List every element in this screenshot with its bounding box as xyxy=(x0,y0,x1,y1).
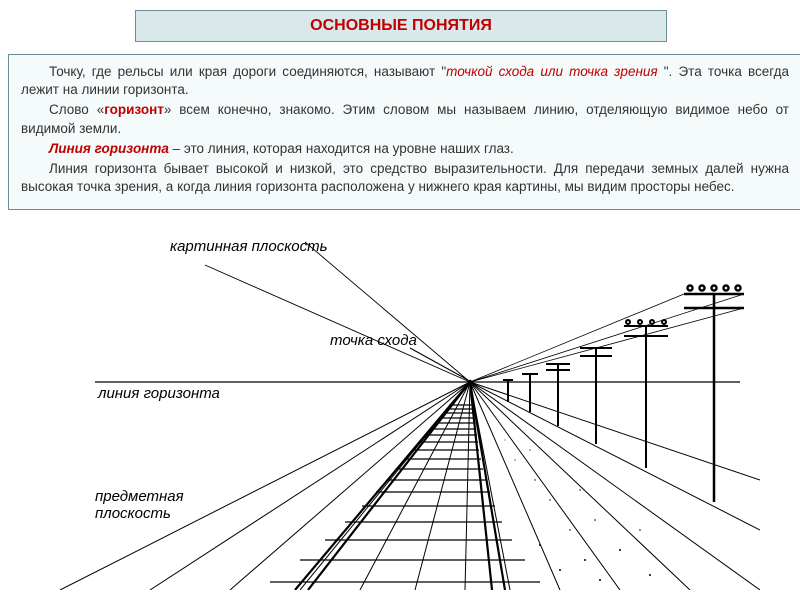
p2-a: Слово « xyxy=(49,102,104,117)
p3-b: – это линия, которая находится на уровне… xyxy=(169,141,514,156)
term-horizon-line: Линия горизонта xyxy=(49,141,169,156)
definitions-box: Точку, где рельсы или края дороги соедин… xyxy=(8,54,800,210)
label-vanishing-point: точка схода xyxy=(330,332,417,349)
p1-a: Точку, где рельсы или края дороги соедин… xyxy=(49,64,446,79)
title-box: ОСНОВНЫЕ ПОНЯТИЯ xyxy=(135,10,667,42)
label-ground-plane: предметная плоскость xyxy=(95,488,184,522)
title-text: ОСНОВНЫЕ ПОНЯТИЯ xyxy=(310,17,492,34)
label-picture-plane: картинная плоскость xyxy=(170,238,328,255)
term-horizon-word: горизонт xyxy=(104,102,164,117)
perspective-svg xyxy=(40,230,760,590)
para-3: Линия горизонта – это линия, которая нах… xyxy=(21,140,789,158)
term-vanishing-point: точкой схода или точка зрения xyxy=(446,64,657,79)
para-4: Линия горизонта бывает высокой и низкой,… xyxy=(21,160,789,196)
para-2: Слово «горизонт» всем конечно, знакомо. … xyxy=(21,101,789,137)
label-horizon-line: линия горизонта xyxy=(98,385,220,402)
para-1: Точку, где рельсы или края дороги соедин… xyxy=(21,63,789,99)
perspective-diagram: картинная плоскость точка схода линия го… xyxy=(40,230,760,590)
